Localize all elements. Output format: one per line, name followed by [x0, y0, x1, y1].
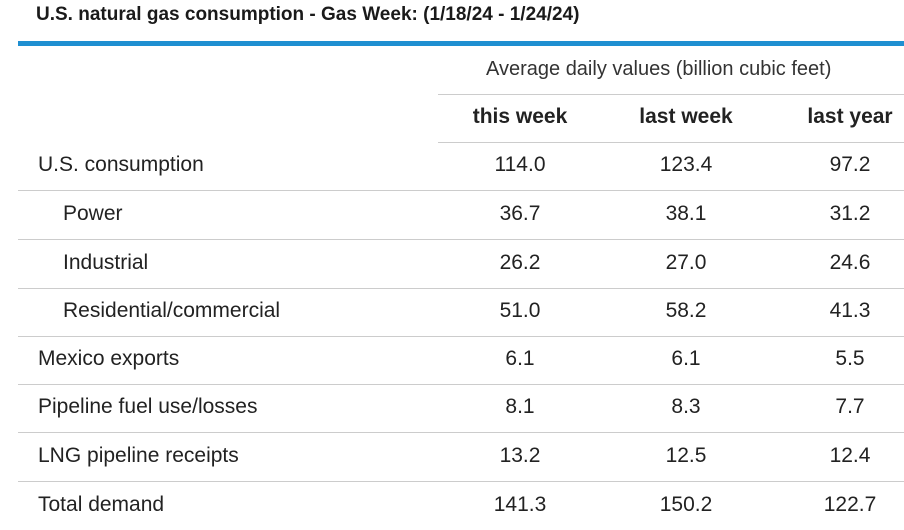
value-this-week: 6.1: [505, 347, 535, 370]
value-last-week: 12.5: [665, 444, 707, 467]
table-row: LNG pipeline receipts 13.2 12.5 12.4: [18, 433, 904, 482]
units-label: Average daily values (billion cubic feet…: [486, 58, 832, 80]
row-label: Power: [63, 202, 123, 225]
table-row: U.S. consumption 114.0 123.4 97.2: [18, 142, 904, 191]
value-last-year: 7.7: [835, 395, 865, 418]
row-label: Residential/commercial: [63, 299, 281, 322]
table-row: Power 36.7 38.1 31.2: [18, 191, 904, 240]
value-last-year: 24.6: [829, 251, 871, 274]
value-last-week: 38.1: [665, 202, 707, 225]
column-header-this-week: this week: [472, 105, 568, 128]
value-last-year: 12.4: [829, 444, 871, 467]
units-header: Average daily values (billion cubic feet…: [438, 46, 904, 95]
table-row: Residential/commercial 51.0 58.2 41.3: [18, 288, 904, 337]
value-this-week: 13.2: [499, 444, 541, 467]
value-this-week: 26.2: [499, 251, 541, 274]
column-header-last-week: last week: [639, 105, 733, 128]
row-label: Industrial: [63, 251, 149, 274]
column-header-last-year: last year: [807, 105, 893, 128]
value-last-week: 8.3: [671, 395, 701, 418]
value-last-year: 41.3: [829, 299, 871, 322]
title-rule: [18, 41, 904, 46]
table-title: U.S. natural gas consumption - Gas Week:…: [36, 4, 580, 25]
table-row: Pipeline fuel use/losses 8.1 8.3 7.7: [18, 384, 904, 433]
value-last-year: 97.2: [829, 153, 871, 176]
value-this-week: 141.3: [493, 493, 547, 516]
value-this-week: 51.0: [499, 299, 541, 322]
value-last-week: 6.1: [671, 347, 701, 370]
value-last-week: 150.2: [659, 493, 713, 516]
column-headers: this week last week last year: [438, 94, 904, 143]
value-last-year: 31.2: [829, 202, 871, 225]
row-label: Mexico exports: [38, 347, 180, 370]
value-this-week: 36.7: [499, 202, 541, 225]
row-label: Total demand: [38, 493, 165, 516]
value-last-week: 58.2: [665, 299, 707, 322]
value-last-year: 122.7: [823, 493, 877, 516]
value-this-week: 8.1: [505, 395, 535, 418]
value-this-week: 114.0: [494, 153, 546, 176]
table-row: Industrial 26.2 27.0 24.6: [18, 240, 904, 289]
row-label: LNG pipeline receipts: [38, 444, 239, 467]
row-label: U.S. consumption: [38, 153, 204, 176]
value-last-week: 123.4: [659, 153, 713, 176]
value-last-year: 5.5: [835, 347, 865, 370]
table-row: Mexico exports 6.1 6.1 5.5: [18, 336, 904, 385]
row-label: Pipeline fuel use/losses: [38, 395, 258, 418]
table-row: Total demand 141.3 150.2 122.7: [18, 482, 904, 530]
value-last-week: 27.0: [665, 251, 707, 274]
